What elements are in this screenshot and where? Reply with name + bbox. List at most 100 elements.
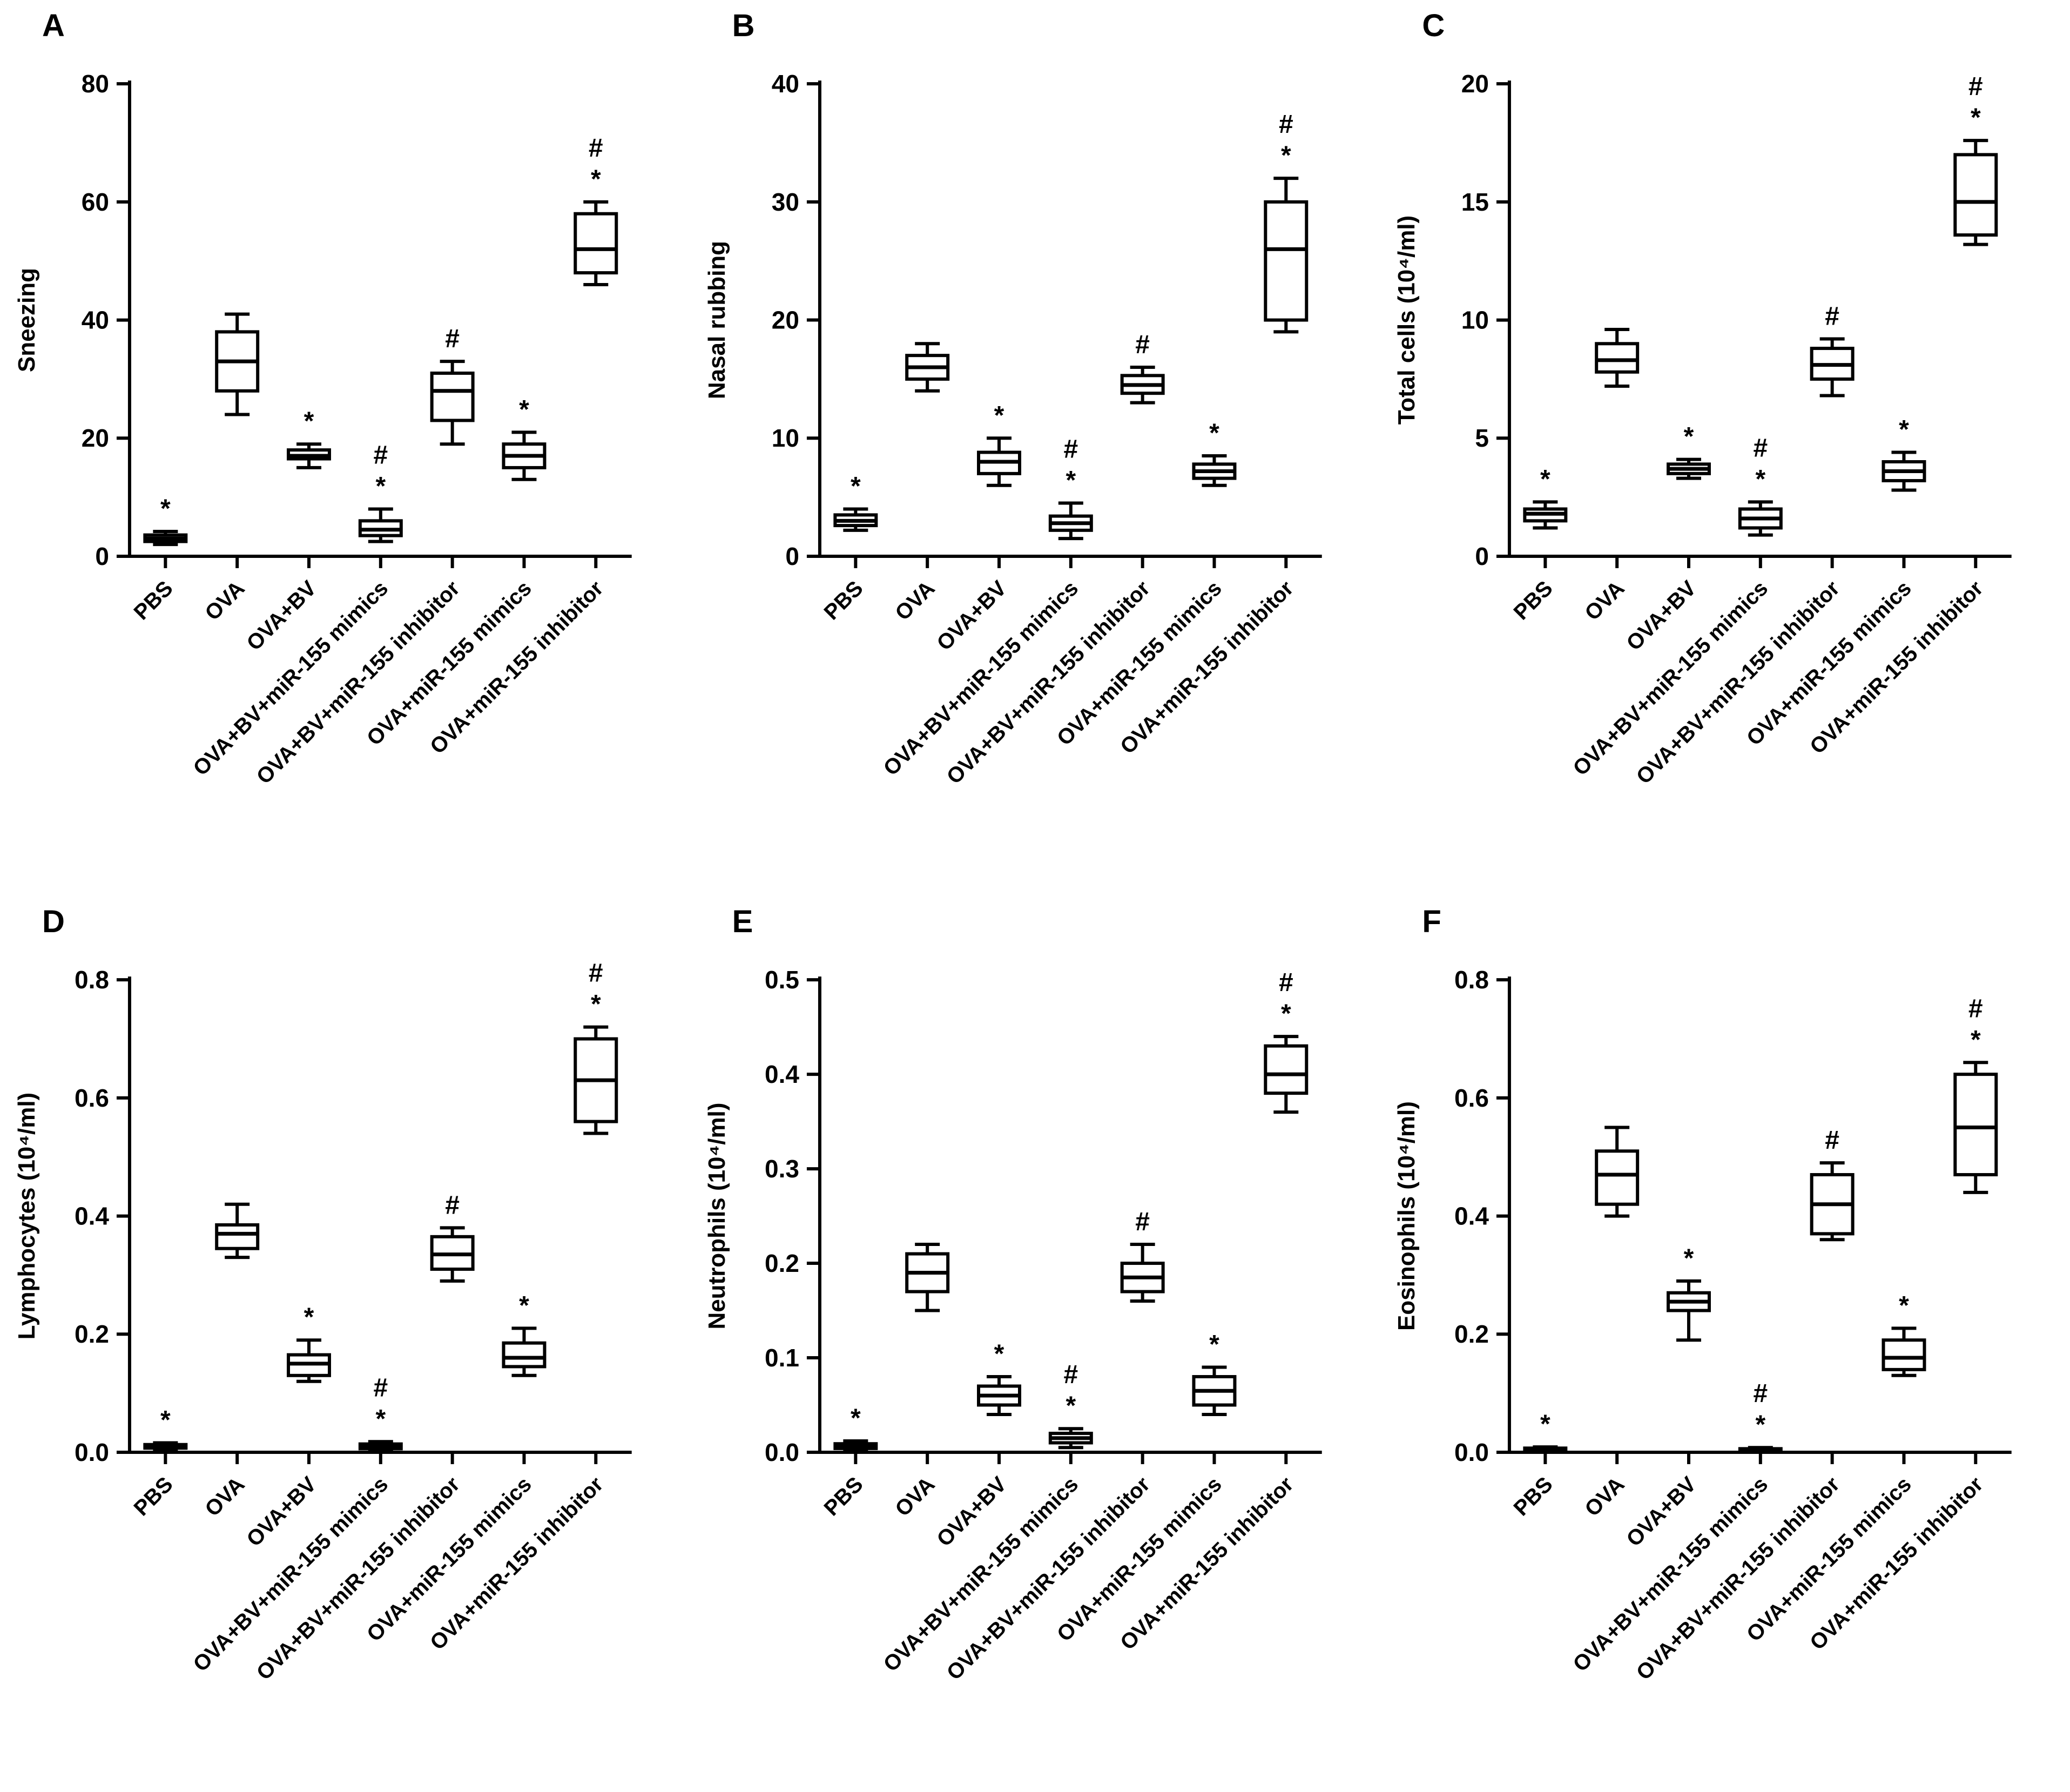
svg-text:*: *	[1066, 467, 1076, 495]
svg-text:30: 30	[771, 188, 799, 216]
svg-text:0.0: 0.0	[765, 1438, 799, 1466]
svg-text:0.2: 0.2	[75, 1320, 109, 1348]
svg-text:#: #	[373, 1373, 388, 1402]
boxplot-sneezing: 020406080SneezingPBS*OVAOVA+BV*OVA+BV+mi…	[14, 70, 632, 789]
svg-text:#: #	[1063, 435, 1078, 464]
svg-text:*: *	[1281, 1000, 1291, 1028]
svg-text:*: *	[994, 1340, 1004, 1369]
svg-text:#: #	[1279, 110, 1293, 139]
svg-text:#: #	[445, 325, 460, 353]
svg-text:0.5: 0.5	[765, 966, 799, 994]
svg-text:40: 40	[771, 70, 799, 98]
svg-text:*: *	[1684, 1244, 1694, 1273]
svg-text:*: *	[160, 495, 171, 523]
svg-text:*: *	[160, 1406, 171, 1434]
svg-text:#: #	[1754, 1379, 1768, 1408]
svg-text:#: #	[1968, 994, 1983, 1023]
svg-text:Nasal rubbing: Nasal rubbing	[704, 241, 730, 399]
svg-text:*: *	[1281, 142, 1291, 170]
svg-text:*: *	[1209, 419, 1219, 448]
svg-text:0: 0	[95, 542, 109, 570]
svg-text:0: 0	[1475, 542, 1489, 570]
svg-text:OVA: OVA	[1581, 576, 1629, 625]
svg-text:0: 0	[785, 542, 799, 570]
svg-text:10: 10	[771, 424, 799, 452]
panel-d: D 0.0 0.2 0.4 0.6 0.8 Lymphocytes (10⁴/ml) PBS…	[0, 896, 690, 1792]
svg-text:*: *	[304, 407, 314, 436]
svg-text:20: 20	[82, 424, 109, 452]
svg-text:*: *	[1971, 104, 1981, 132]
panel-letter-f: F	[1422, 904, 1441, 939]
svg-text:PBS: PBS	[129, 1472, 177, 1520]
boxplot-lymphocytes: 0.0 0.2 0.4 0.6 0.8 Lymphocytes (10⁴/ml) PBS * O…	[14, 959, 632, 1685]
svg-text:#: #	[589, 959, 603, 988]
svg-text:*: *	[519, 1291, 529, 1320]
svg-text:Eosinophils (10⁴/ml): Eosinophils (10⁴/ml)	[1393, 1101, 1420, 1331]
svg-text:*: *	[994, 401, 1004, 430]
svg-text:*: *	[1899, 416, 1909, 444]
panel-e: E 0.0 0.1 0.2 0.3 0.4 0.5 Neutrophils (10⁴/ml)…	[690, 896, 1380, 1792]
svg-text:10: 10	[1461, 306, 1489, 334]
svg-text:*: *	[1209, 1330, 1219, 1359]
svg-text:0.4: 0.4	[75, 1202, 109, 1230]
panel-a: A 0 20 40 60 80 Sneezing PBS * OVA OVA+BV * OVA+BV+…	[0, 0, 690, 896]
svg-text:0.3: 0.3	[765, 1155, 799, 1183]
boxplot-eosinophils: 0.0 0.2 0.4 0.6 0.8 Eosinophils (10⁴/ml) PBS * O…	[1393, 966, 2012, 1685]
svg-text:PBS: PBS	[129, 576, 177, 624]
svg-text:#: #	[445, 1191, 460, 1220]
svg-text:*: *	[375, 1405, 386, 1433]
svg-text:#: #	[1825, 1126, 1840, 1155]
svg-text:PBS: PBS	[819, 1472, 867, 1520]
svg-text:60: 60	[82, 188, 109, 216]
svg-text:*: *	[1066, 1392, 1076, 1420]
svg-text:PBS: PBS	[819, 576, 867, 624]
svg-text:OVA: OVA	[1581, 1472, 1629, 1521]
svg-text:0.4: 0.4	[765, 1060, 799, 1088]
svg-text:0.2: 0.2	[1454, 1320, 1489, 1348]
svg-text:Neutrophils (10⁴/ml): Neutrophils (10⁴/ml)	[704, 1103, 730, 1330]
svg-text:#: #	[1279, 968, 1293, 997]
panel-letter-e: E	[732, 904, 753, 939]
svg-text:40: 40	[82, 306, 109, 334]
svg-text:*: *	[591, 991, 601, 1019]
panel-letter-a: A	[42, 8, 65, 43]
svg-text:OVA: OVA	[891, 576, 939, 625]
svg-text:#: #	[1754, 434, 1768, 462]
svg-text:5: 5	[1475, 424, 1489, 452]
svg-text:Lymphocytes (10⁴/ml): Lymphocytes (10⁴/ml)	[14, 1093, 40, 1340]
panel-letter-b: B	[732, 8, 755, 43]
svg-text:*: *	[851, 1404, 861, 1433]
svg-text:*: *	[591, 165, 601, 194]
panel-f: F 0.0 0.2 0.4 0.6 0.8 Eosinophils (10⁴/ml) PBS…	[1380, 896, 2070, 1792]
svg-text:0.4: 0.4	[1454, 1202, 1489, 1230]
svg-text:*: *	[1684, 423, 1694, 452]
svg-text:0.2: 0.2	[765, 1249, 799, 1277]
svg-text:#: #	[1825, 302, 1840, 331]
panel-c: C 0 5 10 15 20 Total cells (10⁴/ml) PBS * OVA OVA…	[1380, 0, 2070, 896]
svg-text:Sneezing: Sneezing	[14, 268, 40, 372]
svg-text:PBS: PBS	[1509, 1472, 1557, 1520]
svg-text:*: *	[1899, 1291, 1909, 1320]
svg-text:0.1: 0.1	[765, 1344, 799, 1372]
svg-text:*: *	[1971, 1026, 1981, 1054]
svg-text:80: 80	[82, 70, 109, 98]
svg-text:OVA: OVA	[200, 1472, 249, 1521]
svg-text:OVA: OVA	[891, 1472, 939, 1521]
svg-text:20: 20	[771, 306, 799, 334]
svg-text:#: #	[1063, 1360, 1078, 1389]
svg-text:0.6: 0.6	[75, 1084, 109, 1112]
svg-text:*: *	[851, 472, 861, 501]
svg-text:0.0: 0.0	[75, 1438, 109, 1466]
svg-text:#: #	[373, 441, 388, 469]
svg-text:*: *	[1756, 465, 1766, 494]
svg-text:15: 15	[1461, 188, 1489, 216]
panel-letter-c: C	[1422, 8, 1445, 43]
svg-text:20: 20	[1461, 70, 1489, 98]
svg-text:PBS: PBS	[1509, 576, 1557, 624]
svg-text:#: #	[589, 134, 603, 163]
svg-text:#: #	[1968, 72, 1983, 101]
svg-text:*: *	[1540, 1410, 1550, 1439]
svg-text:0.0: 0.0	[1454, 1438, 1489, 1466]
panel-b: B 0 10 20 30 40 Nasal rubbing PBS * OVA OVA+BV * OV…	[690, 0, 1380, 896]
